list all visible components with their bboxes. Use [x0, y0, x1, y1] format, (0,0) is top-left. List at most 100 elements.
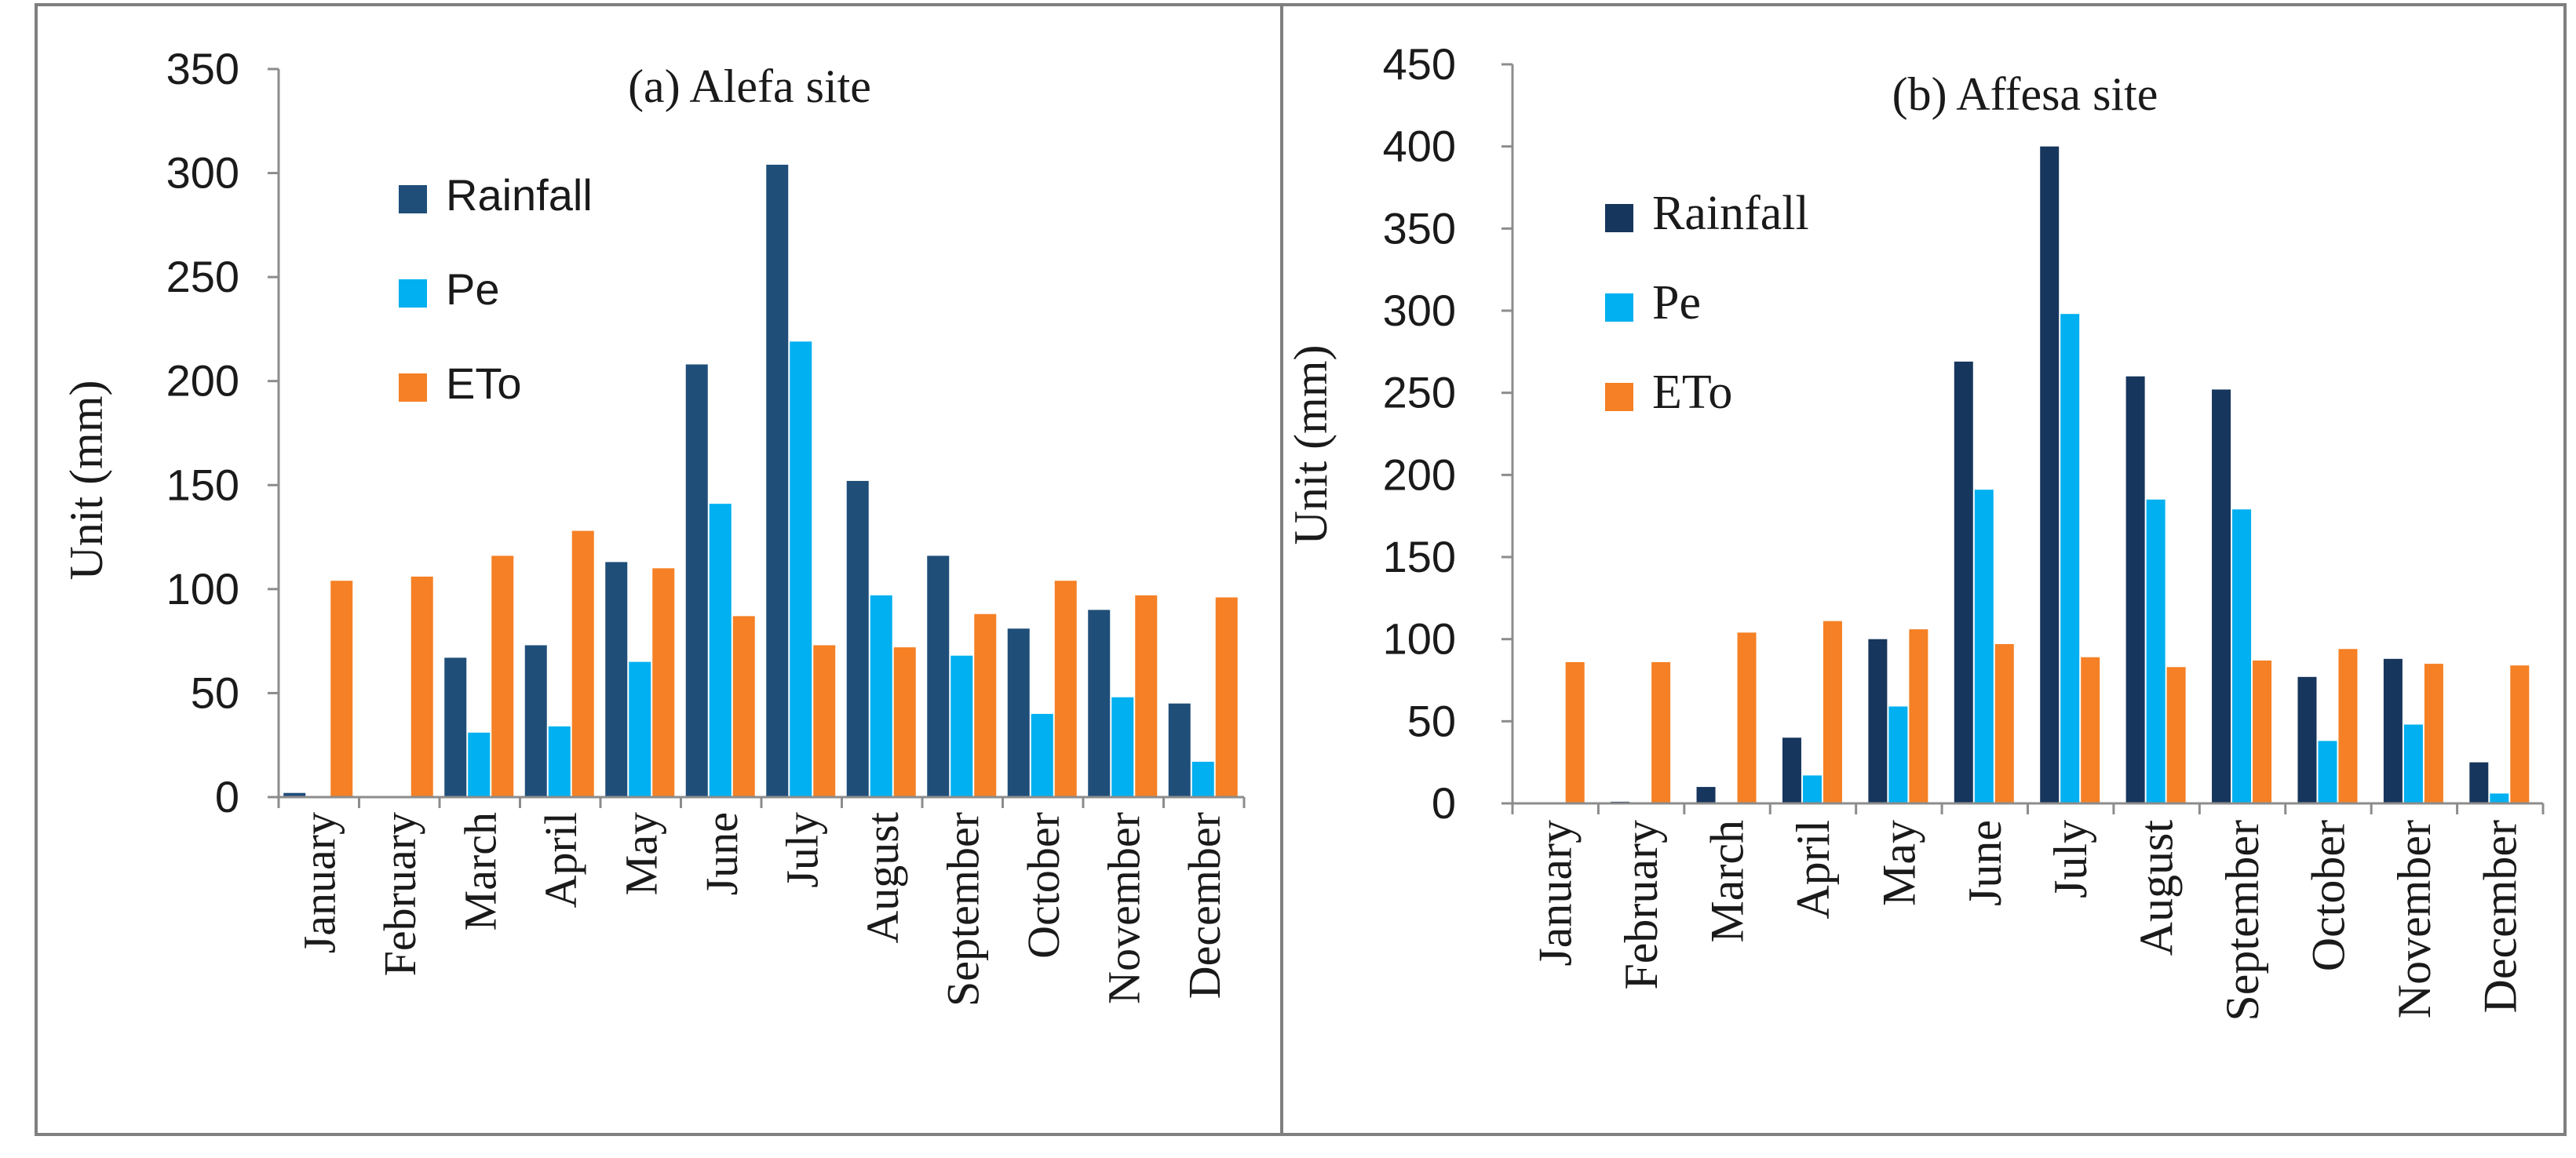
x-axis-ticks: January February March April May June July Augu… [277, 797, 1246, 1007]
y-tick-label: 400 [1383, 122, 1456, 171]
x-tick-label: September [2217, 820, 2268, 1021]
bar-pe-august [2146, 499, 2166, 803]
y-tick-label: 0 [215, 772, 239, 821]
bar-eto-february [410, 576, 433, 797]
y-tick-label: 0 [1432, 778, 1456, 828]
y-axis-ticks: 0 50 100 150 200 250 300 350 400 450 [1383, 39, 1512, 828]
bar-rainfall-june [685, 364, 708, 797]
legend: Rainfall Pe ETo [1605, 187, 1809, 419]
x-tick-label: March [454, 812, 505, 930]
x-tick-label: August [857, 812, 908, 944]
legend-swatch [1605, 383, 1633, 411]
bar-pe-may [1888, 706, 1908, 803]
bar-rainfall-june [1954, 361, 1973, 804]
x-tick-label: July [776, 812, 827, 888]
x-tick-label: May [1873, 820, 1925, 906]
x-tick-label: February [1615, 820, 1667, 990]
chart-title: (a) Alefa site [628, 60, 871, 112]
x-tick-label: May [615, 812, 666, 895]
x-tick-label: October [1018, 812, 1069, 959]
bar-pe-march [468, 732, 491, 797]
y-tick-label: 150 [166, 460, 239, 509]
bar-eto-december [2510, 665, 2530, 803]
y-tick-label: 350 [1383, 203, 1456, 253]
bar-eto-september [974, 614, 997, 797]
bar-eto-january [1565, 661, 1585, 803]
bar-pe-june [1974, 490, 1994, 803]
bar-rainfall-may [605, 562, 628, 797]
y-tick-label: 300 [166, 148, 239, 198]
bar-pe-april [548, 726, 571, 797]
bar-eto-september [2253, 660, 2272, 803]
bar-rainfall-november [1088, 610, 1111, 797]
bar-pe-june [709, 504, 732, 797]
y-tick-label: 150 [1383, 532, 1456, 581]
x-tick-label: December [1179, 812, 1230, 999]
bar-eto-june [1994, 643, 2014, 803]
bar-pe-november [2403, 724, 2423, 803]
y-tick-label: 200 [1383, 450, 1456, 499]
x-tick-label: September [937, 812, 988, 1007]
x-tick-label: January [294, 812, 345, 953]
bar-rainfall-april [524, 645, 547, 797]
bar-pe-december [1191, 761, 1214, 797]
bar-rainfall-july [766, 164, 789, 798]
bar-eto-may [1909, 629, 1928, 803]
bar-eto-april [571, 530, 594, 797]
bar-rainfall-august [846, 480, 869, 797]
y-tick-label: 450 [1383, 39, 1456, 89]
legend-swatch [399, 373, 427, 402]
x-tick-label: July [2045, 820, 2096, 898]
bar-eto-july [813, 645, 836, 797]
y-tick-label: 250 [1383, 368, 1456, 417]
bar-pe-october [1031, 713, 1053, 797]
bar-rainfall-march [1696, 787, 1716, 803]
legend-swatch [399, 185, 427, 213]
bar-pe-october [2318, 741, 2337, 803]
y-axis-label: Unit (mm) [1285, 345, 1337, 545]
bar-rainfall-may [1868, 639, 1888, 803]
chart-panel-affesa: (b) Affesa site Unit (mm) 0 50 100 150 200 25… [1285, 39, 2545, 1021]
bar-rainfall-april [1782, 737, 1801, 803]
x-tick-label: December [2474, 820, 2526, 1014]
bar-rainfall-october [1007, 628, 1030, 797]
chart-panel-alefa: (a) Alefa site Unit (mm) 0 50 100 150 200 250… [60, 44, 1246, 1007]
bar-pe-september [2232, 509, 2252, 803]
bar-eto-march [491, 555, 514, 797]
bar-pe-may [629, 661, 651, 797]
y-tick-label: 50 [191, 668, 239, 717]
x-tick-label: November [1098, 812, 1149, 1004]
legend-label: Pe [1652, 276, 1701, 330]
legend-label: ETo [1652, 366, 1732, 419]
bar-eto-april [1823, 621, 1842, 803]
x-tick-label: October [2302, 820, 2354, 971]
y-axis-label: Unit (mm) [60, 381, 112, 581]
bar-eto-october [2338, 649, 2358, 803]
bar-rainfall-july [2040, 146, 2060, 803]
bar-rainfall-march [444, 657, 467, 797]
x-tick-label: March [1702, 820, 1753, 943]
bar-eto-december [1215, 597, 1238, 797]
bar-pe-december [2490, 793, 2509, 803]
bar-rainfall-january [283, 792, 306, 797]
bars [1565, 146, 2530, 804]
bar-pe-april [1802, 775, 1822, 803]
figure-border [35, 3, 2567, 1136]
y-tick-label: 50 [1407, 696, 1456, 745]
legend-label: Rainfall [446, 170, 593, 220]
bar-eto-august [2166, 667, 2186, 803]
x-tick-label: January [1530, 820, 1582, 967]
bar-rainfall-september [927, 555, 950, 797]
bar-rainfall-september [2212, 389, 2231, 804]
bar-pe-august [870, 595, 892, 797]
y-tick-label: 200 [166, 356, 239, 406]
legend-swatch [399, 279, 427, 308]
bar-rainfall-august [2125, 376, 2145, 803]
y-tick-label: 250 [166, 252, 239, 301]
bar-eto-february [1651, 661, 1671, 803]
bar-rainfall-december [1168, 703, 1191, 797]
legend-label: Pe [446, 264, 500, 314]
bar-eto-june [732, 616, 755, 797]
bar-pe-november [1111, 697, 1134, 797]
